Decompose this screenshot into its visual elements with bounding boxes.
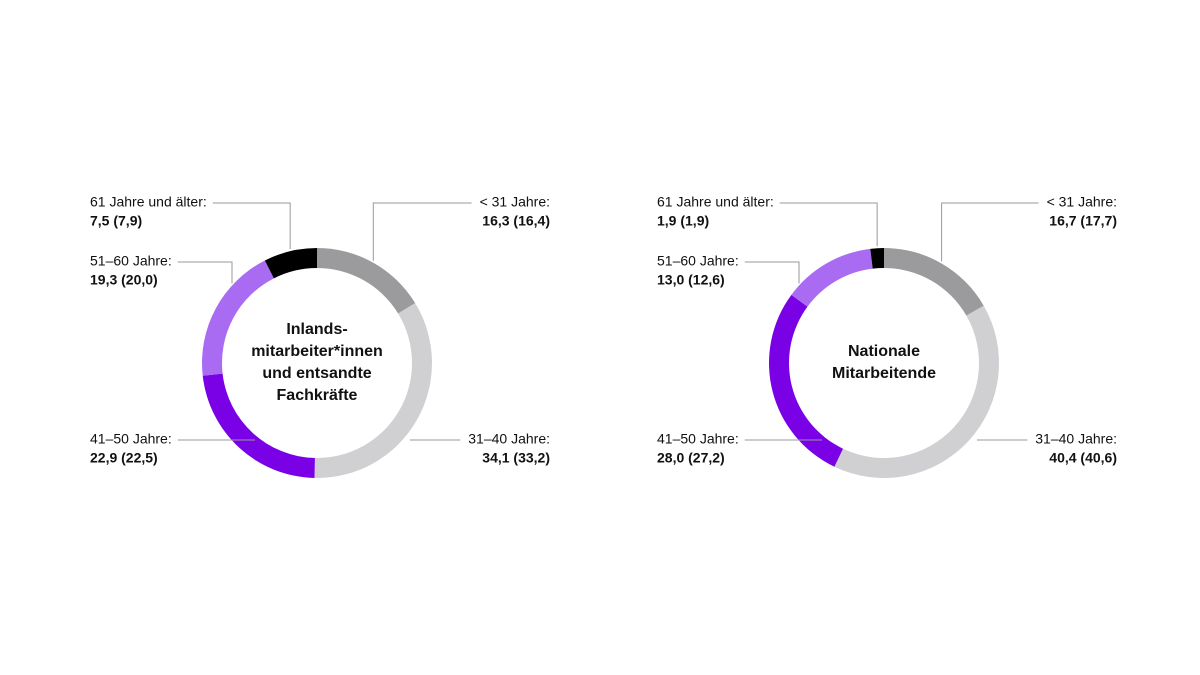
leader-line — [177, 261, 233, 284]
category-label: < 31 Jahre: — [480, 194, 550, 210]
center-title: mitarbeiter*innen — [251, 343, 383, 360]
leader-line — [372, 202, 472, 261]
category-label: 41–50 Jahre: — [90, 431, 172, 447]
category-label: 61 Jahre und älter: — [657, 194, 774, 210]
category-label: 41–50 Jahre: — [657, 431, 739, 447]
donut-segment — [314, 303, 432, 478]
donut-segment — [317, 248, 416, 314]
center-title: Nationale — [848, 343, 920, 360]
center-title: Mitarbeitende — [832, 365, 936, 382]
category-label: 51–60 Jahre: — [90, 253, 172, 269]
leader-line — [941, 202, 1039, 262]
value-label: 40,4 (40,6) — [1049, 450, 1117, 466]
donut-segment — [202, 373, 315, 478]
donut-segment — [870, 248, 884, 269]
value-label: 28,0 (27,2) — [657, 450, 725, 466]
leader-line — [744, 261, 800, 284]
value-label: 1,9 (1,9) — [657, 213, 709, 229]
donut-segment — [834, 305, 999, 478]
category-label: 51–60 Jahre: — [657, 253, 739, 269]
value-label: 16,7 (17,7) — [1049, 213, 1117, 229]
value-label: 13,0 (12,6) — [657, 272, 725, 288]
center-title: Fachkräfte — [277, 387, 358, 404]
value-label: 16,3 (16,4) — [482, 213, 550, 229]
center-title: und entsandte — [262, 365, 371, 382]
center-title: Inlands- — [286, 321, 347, 338]
value-label: 7,5 (7,9) — [90, 213, 142, 229]
leader-line — [212, 202, 291, 250]
donut-segment — [264, 248, 317, 279]
value-label: 34,1 (33,2) — [482, 450, 550, 466]
category-label: 31–40 Jahre: — [1035, 431, 1117, 447]
donut-segment — [884, 248, 984, 316]
leader-line — [779, 202, 878, 247]
category-label: 31–40 Jahre: — [468, 431, 550, 447]
donut-segment — [791, 248, 873, 307]
value-label: 22,9 (22,5) — [90, 450, 158, 466]
category-label: 61 Jahre und älter: — [90, 194, 207, 210]
category-label: < 31 Jahre: — [1047, 194, 1117, 210]
value-label: 19,3 (20,0) — [90, 272, 158, 288]
donut-segment — [202, 260, 274, 376]
donut-segment — [769, 294, 844, 467]
